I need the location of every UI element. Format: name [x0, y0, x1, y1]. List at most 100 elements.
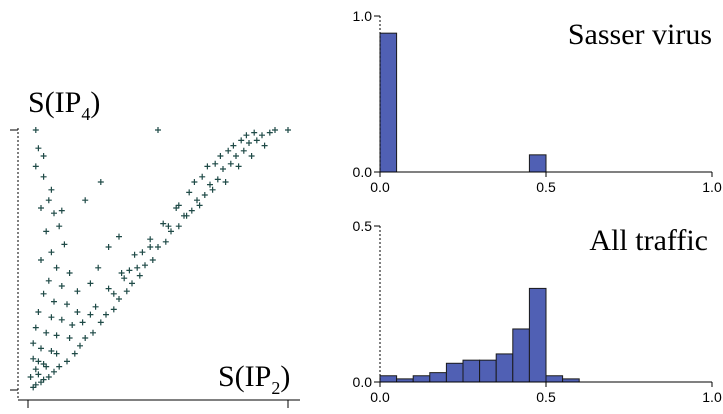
scatter-point	[38, 257, 44, 263]
scatter-point	[35, 358, 42, 365]
scatter-point	[233, 153, 239, 159]
scatter-ticks	[10, 129, 289, 408]
scatter-point	[53, 264, 60, 271]
scatter-points	[27, 127, 291, 391]
scatter-point	[74, 309, 81, 315]
scatter-point	[40, 153, 47, 159]
scatter-point	[61, 241, 68, 248]
scatter-point	[194, 197, 200, 204]
scatter-point	[259, 132, 265, 139]
scatter-point	[45, 277, 52, 284]
scatter-point	[58, 207, 65, 214]
scatter-point	[48, 249, 55, 256]
scatter-point	[261, 142, 268, 149]
scatter-point	[134, 264, 141, 271]
scatter-point	[110, 290, 117, 297]
scatter-point	[32, 324, 39, 331]
scatter-point	[191, 179, 198, 185]
scatter-point	[87, 280, 94, 287]
scatter-point	[87, 311, 94, 318]
scatter-point	[155, 244, 161, 250]
all-traffic-bar-0	[379, 375, 398, 383]
all-traffic-bar-5	[462, 359, 481, 383]
scatter-point	[32, 163, 39, 170]
scatter-point	[214, 176, 221, 183]
scatter-point	[123, 288, 130, 295]
scatter-point	[168, 228, 174, 235]
scatter-point	[217, 153, 224, 159]
all-traffic-bar-7	[495, 353, 514, 383]
scatter-point	[38, 205, 44, 211]
scatter-point	[225, 147, 232, 154]
scatter-point	[139, 249, 146, 256]
scatter-point	[204, 163, 211, 170]
scatter-point	[56, 223, 63, 230]
scatter-point	[79, 319, 86, 326]
scatter-point	[27, 374, 34, 380]
scatter-point	[116, 233, 122, 240]
scatter-point	[147, 244, 154, 250]
scatter-point	[56, 363, 63, 370]
all-traffic-xtick-label-2: 1.0	[702, 389, 722, 405]
all-traffic-ytick-label-0: 0.0	[353, 374, 373, 390]
scatter-point	[118, 270, 125, 276]
scatter-point	[92, 303, 99, 310]
all-traffic-ytick-label-1: 0.5	[353, 218, 373, 234]
scatter-point	[142, 262, 148, 269]
scatter-point	[48, 186, 55, 193]
all-traffic-bar-9	[528, 287, 547, 383]
scatter-point	[175, 223, 182, 230]
scatter-point	[238, 137, 245, 144]
scatter-point	[90, 329, 96, 336]
sasser-bars	[379, 32, 547, 173]
scatter-point	[43, 329, 50, 336]
scatter-point	[110, 306, 117, 313]
all-traffic-bar-2	[412, 375, 431, 383]
scatter-point	[40, 173, 47, 180]
scatter-point	[45, 374, 52, 380]
scatter-point	[207, 181, 213, 188]
scatter-point	[48, 314, 55, 321]
scatter-point	[30, 340, 37, 347]
scatter-point	[35, 309, 42, 315]
scatter-point	[82, 335, 89, 341]
scatter-point	[77, 342, 83, 349]
scatter-point	[222, 179, 229, 185]
sasser-ytick-label-0: 0.0	[353, 164, 373, 180]
scatter-point	[220, 166, 226, 172]
all-traffic-title: All traffic	[589, 224, 708, 257]
scatter-point	[38, 345, 44, 352]
all-traffic-bar-6	[479, 359, 497, 383]
scatter-point	[149, 257, 156, 263]
all-traffic-axes: 0.0 0.5 1.0 0.0 0.5	[353, 218, 722, 405]
scatter-point	[64, 301, 70, 308]
all-traffic-xtick-label-1: 0.5	[536, 389, 556, 405]
scatter-point	[53, 332, 60, 339]
scatter-point	[40, 290, 47, 297]
scatter-point	[201, 192, 208, 198]
scatter-point	[266, 129, 273, 136]
all-traffic-bars	[379, 287, 580, 383]
scatter-xlabel: S(IP2)	[218, 360, 290, 398]
scatter-point	[162, 238, 169, 245]
scatter-point	[32, 127, 39, 133]
scatter-point	[212, 160, 219, 167]
all-traffic-bar-8	[512, 328, 530, 383]
scatter-point	[48, 348, 55, 354]
scatter-point	[32, 366, 39, 373]
scatter-point	[105, 285, 112, 292]
sasser-xtick-label-0: 0.0	[370, 179, 390, 195]
scatter-point	[35, 371, 42, 378]
scatter-point	[51, 368, 57, 375]
scatter-point	[51, 298, 57, 305]
scatter-point	[82, 197, 89, 204]
scatter-chart: S(IP4) S(IP2)	[10, 86, 300, 408]
sasser-axes: 0.0 0.5 1.0 0.0 1.0	[353, 8, 722, 195]
scatter-point	[196, 202, 203, 209]
scatter-point	[240, 147, 247, 154]
all-traffic-bar-4	[445, 362, 464, 383]
scatter-point	[64, 358, 70, 365]
scatter-point	[147, 236, 154, 243]
scatter-point	[253, 137, 260, 144]
scatter-point	[66, 270, 73, 276]
